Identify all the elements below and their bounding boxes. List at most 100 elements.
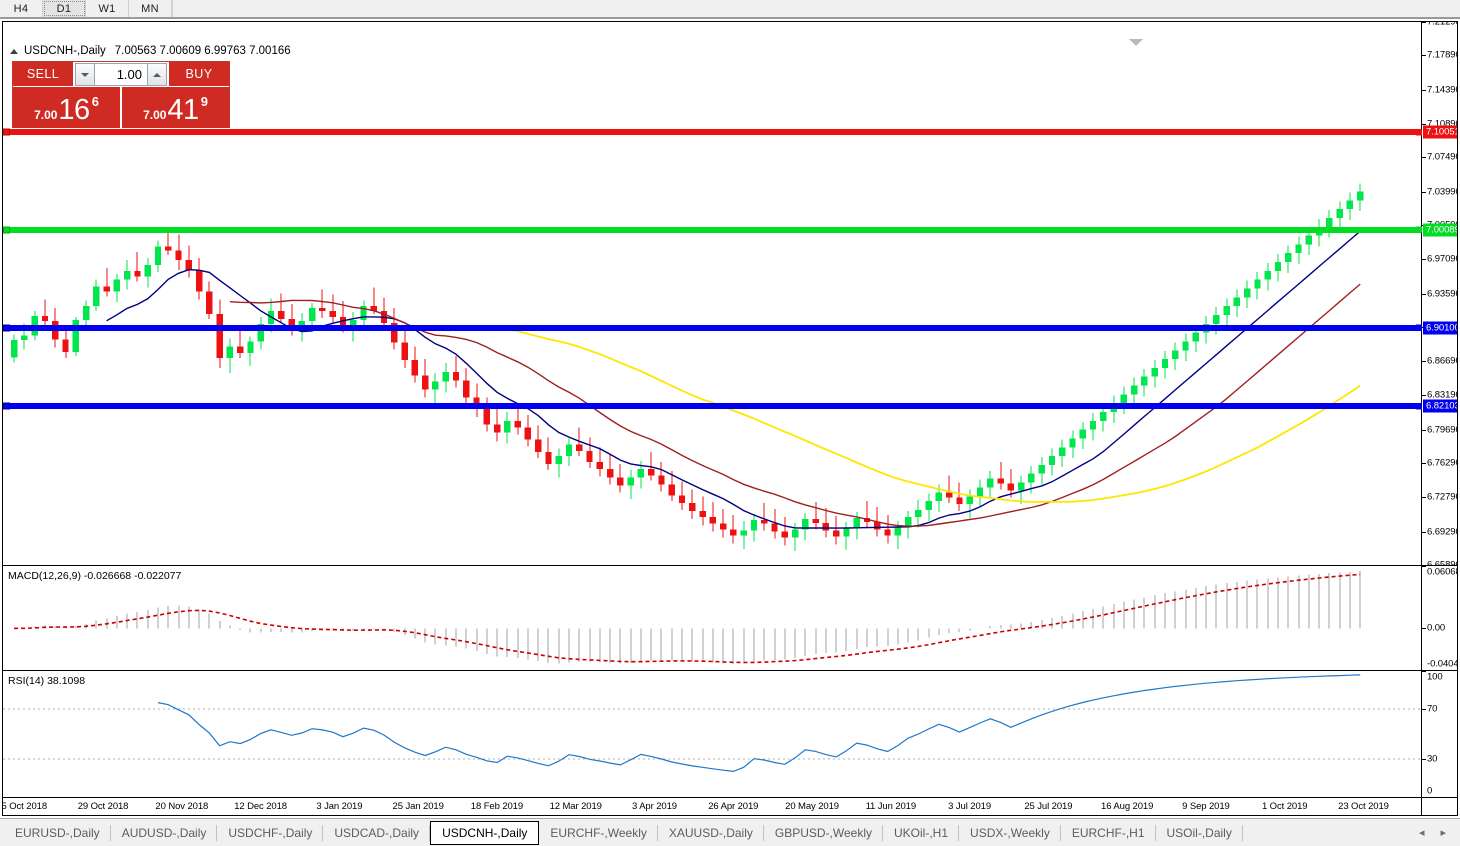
date-tick-label: 20 Nov 2018 — [155, 801, 209, 812]
rsi-pane[interactable]: RSI(14) 38.1098 100 70 30 0 — [3, 670, 1457, 798]
buy-price-sup: 9 — [200, 94, 208, 109]
price-tick-label: 6.83190 — [1427, 389, 1458, 401]
symbol-tab[interactable]: AUDUSD-,Daily — [111, 822, 218, 844]
level-handle-icon[interactable] — [1416, 403, 1422, 410]
rsi-tick — [1422, 759, 1426, 761]
date-tick-label: 23 Oct 2019 — [1338, 801, 1389, 812]
price-tick — [1422, 157, 1426, 159]
date-tick-label: 18 Feb 2019 — [470, 801, 524, 812]
date-axis-labels: 5 Oct 2018 29 Oct 2018 20 Nov 2018 12 Dec 2… — [3, 798, 1421, 815]
level-drag-handle[interactable] — [3, 226, 10, 234]
macd-caption: MACD(12,26,9) -0.026668 -0.022077 — [8, 570, 182, 582]
sell-button-label[interactable]: SELL — [13, 62, 73, 87]
volume-stepper[interactable]: 1.00 — [75, 63, 167, 86]
symbol-tab[interactable]: USDX-,Weekly — [959, 822, 1061, 844]
macd-plot-area[interactable] — [3, 566, 1421, 670]
level-line-support-green[interactable] — [3, 226, 1421, 234]
chart-collapse-arrow-icon[interactable] — [1129, 39, 1143, 46]
triangle-left-icon[interactable]: ◂ — [1418, 827, 1425, 839]
date-tick-label: 3 Jul 2019 — [948, 801, 992, 812]
price-tick-label: 7.03990 — [1427, 186, 1458, 198]
price-level-tag[interactable]: 6.90100 — [1416, 321, 1457, 335]
price-axis[interactable]: 7.21290 7.17890 7.14390 7.10890 7.07490 7.039… — [1416, 21, 1458, 571]
symbol-tab-active[interactable]: USDCNH-,Daily — [430, 820, 540, 845]
rsi-tick-label: 70 — [1427, 703, 1438, 715]
level-line-resistance-red[interactable] — [3, 128, 1421, 136]
symbol-tab[interactable]: USDCHF-,Daily — [217, 822, 324, 844]
chart-header: USDCNH-,Daily 7.00563 7.00609 6.99763 7.… — [10, 45, 291, 57]
symbol-tab[interactable]: UKOil-,H1 — [883, 822, 960, 844]
price-tick — [1422, 123, 1426, 125]
macd-pane[interactable]: MACD(12,26,9) -0.026668 -0.022077 0.0606… — [3, 565, 1457, 671]
symbol-tab[interactable]: EURUSD-,Daily — [4, 822, 111, 844]
timeframe-tab-h4[interactable]: H4 — [0, 0, 43, 17]
volume-decrease-button[interactable] — [75, 63, 95, 86]
rsi-canvas — [3, 674, 1421, 773]
level-drag-handle[interactable] — [3, 402, 10, 410]
date-tick-label: 11 Jun 2019 — [865, 801, 917, 812]
price-level-tag[interactable]: 6.82103 — [1416, 399, 1457, 413]
price-tick — [1422, 531, 1426, 533]
triangle-right-icon[interactable]: ▸ — [1440, 827, 1446, 839]
candlestick-canvas — [10, 183, 1364, 552]
date-tick-label: 29 Oct 2018 — [77, 801, 129, 812]
level-handle-icon[interactable] — [1416, 324, 1422, 331]
price-tick-label: 7.17890 — [1427, 49, 1458, 61]
macd-tick-label: -0.04043 — [1427, 658, 1457, 670]
date-tick-label: 1 Oct 2019 — [1261, 801, 1308, 812]
date-axis-corner — [1421, 798, 1457, 815]
oct-controls-row: SELL 1.00 BUY — [13, 62, 229, 87]
date-tick-label: 25 Jul 2019 — [1024, 801, 1073, 812]
price-tick — [1422, 395, 1426, 397]
level-line-support-blue-1[interactable] — [3, 324, 1421, 332]
sell-price-button[interactable]: 7.00 16 6 — [13, 87, 122, 128]
level-drag-handle[interactable] — [3, 128, 10, 136]
price-tick-label: 6.76290 — [1427, 457, 1458, 469]
rsi-axis[interactable]: 100 70 30 0 — [1421, 671, 1457, 798]
symbol-tab[interactable]: USDCAD-,Daily — [323, 822, 430, 844]
symbol-tab[interactable]: EURCHF-,Weekly — [539, 822, 659, 844]
macd-axis[interactable]: 0.060687 0.00 -0.04043 — [1421, 566, 1457, 671]
chart-container: USDCNH-,Daily 7.00563 7.00609 6.99763 7.… — [0, 17, 1460, 818]
timeframe-tab-mn[interactable]: MN — [129, 0, 172, 17]
price-plot-area[interactable] — [3, 22, 1421, 565]
price-level-tag[interactable]: 7.10051 — [1416, 125, 1457, 139]
timeframe-tab-w1[interactable]: W1 — [86, 0, 129, 17]
symbol-tab[interactable]: GBPUSD-,Weekly — [764, 822, 884, 844]
volume-increase-button[interactable] — [147, 63, 167, 86]
date-tick-label: 3 Jan 2019 — [316, 801, 363, 812]
price-tick-label: 7.07490 — [1427, 151, 1458, 163]
price-pane[interactable]: 7.21290 7.17890 7.14390 7.10890 7.07490 7.039… — [3, 21, 1458, 571]
timeframe-toolbar: H4 D1 W1 MN — [0, 0, 1460, 18]
level-handle-icon[interactable] — [1416, 226, 1422, 233]
volume-input[interactable]: 1.00 — [95, 63, 147, 86]
level-line-support-blue-2[interactable] — [3, 402, 1421, 410]
symbol-tab[interactable]: XAUUSD-,Daily — [658, 822, 764, 844]
level-drag-handle[interactable] — [3, 324, 10, 332]
buy-price-button[interactable]: 7.00 41 9 — [122, 87, 229, 128]
level-handle-icon[interactable] — [1416, 129, 1422, 136]
rsi-caption: RSI(14) 38.1098 — [8, 675, 86, 687]
buy-button-label[interactable]: BUY — [169, 62, 229, 87]
chart-expand-triangle-icon[interactable] — [10, 48, 18, 54]
date-tick-label: 12 Mar 2019 — [549, 801, 602, 812]
timeframe-tab-d1[interactable]: D1 — [43, 0, 86, 17]
rsi-plot-area[interactable] — [3, 671, 1421, 797]
symbol-tab[interactable]: EURCHF-,H1 — [1061, 822, 1156, 844]
price-level-tag[interactable]: 7.00089 — [1416, 223, 1457, 237]
date-tick-label: 20 May 2019 — [785, 801, 839, 812]
price-tick-label: 7.21290 — [1427, 21, 1458, 28]
date-axis[interactable]: 5 Oct 2018 29 Oct 2018 20 Nov 2018 12 Dec 2… — [3, 797, 1457, 815]
price-tick — [1422, 259, 1426, 261]
price-tick-label: 6.93590 — [1427, 288, 1458, 299]
price-tick-label: 6.79690 — [1427, 424, 1458, 436]
chart-frame[interactable]: USDCNH-,Daily 7.00563 7.00609 6.99763 7.… — [2, 21, 1458, 816]
symbol-tab[interactable]: USOil-,Daily — [1156, 822, 1244, 844]
price-tick — [1422, 191, 1426, 193]
symbol-tab-bar[interactable]: EURUSD-,Daily AUDUSD-,Daily USDCHF-,Daily U… — [0, 818, 1460, 846]
date-tick-label: 9 Sep 2019 — [1182, 801, 1230, 812]
date-tick-label: 26 Apr 2019 — [708, 801, 759, 812]
one-click-trading-panel[interactable]: SELL 1.00 BUY 7.00 16 6 7.00 — [12, 61, 230, 128]
macd-tick-label: 0.00 — [1427, 622, 1446, 634]
